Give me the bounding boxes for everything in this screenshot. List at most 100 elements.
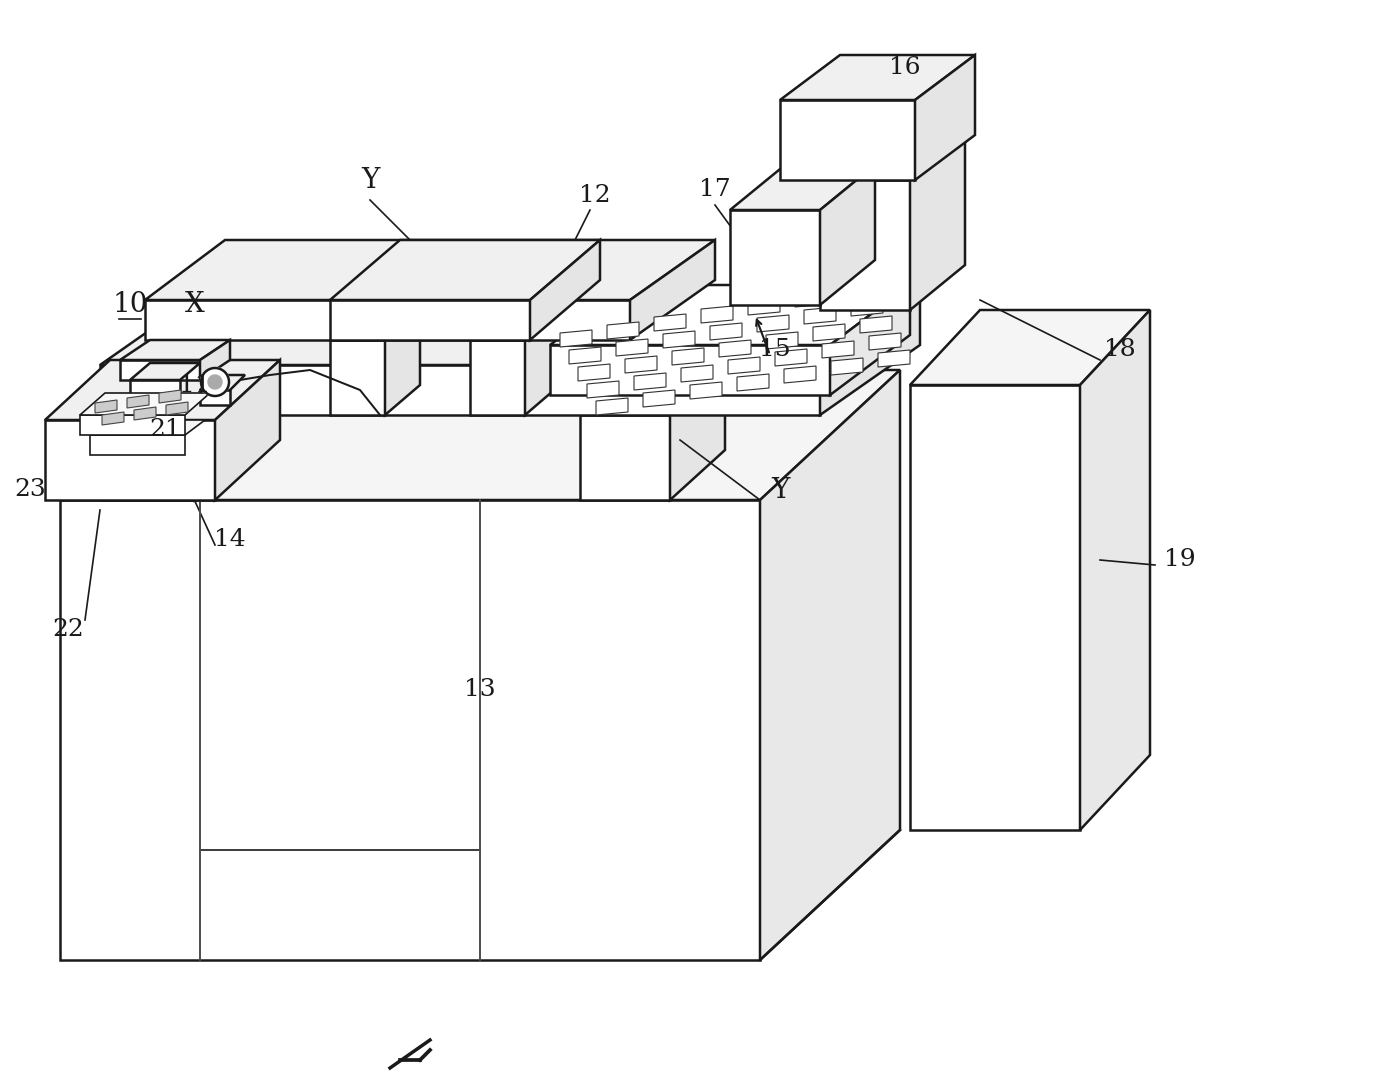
Polygon shape <box>910 384 1080 830</box>
Polygon shape <box>130 363 201 380</box>
Polygon shape <box>766 332 798 349</box>
Polygon shape <box>59 370 900 500</box>
Polygon shape <box>166 402 188 415</box>
Text: 10: 10 <box>112 292 148 319</box>
Polygon shape <box>631 240 715 340</box>
Polygon shape <box>761 370 900 960</box>
Polygon shape <box>774 349 808 366</box>
Polygon shape <box>80 415 185 435</box>
Polygon shape <box>90 435 185 454</box>
Polygon shape <box>842 282 874 299</box>
Polygon shape <box>331 340 384 415</box>
Text: 23: 23 <box>14 478 46 502</box>
Polygon shape <box>680 365 714 382</box>
Polygon shape <box>579 365 725 415</box>
Polygon shape <box>633 373 667 390</box>
Text: 12: 12 <box>579 183 611 207</box>
Polygon shape <box>820 180 910 310</box>
Polygon shape <box>145 240 715 300</box>
Polygon shape <box>878 350 910 367</box>
Polygon shape <box>201 375 245 390</box>
Polygon shape <box>90 420 205 435</box>
Polygon shape <box>550 345 830 395</box>
Polygon shape <box>737 374 769 391</box>
Polygon shape <box>214 360 279 500</box>
Polygon shape <box>784 366 816 383</box>
Polygon shape <box>100 365 250 415</box>
Text: 16: 16 <box>889 56 921 80</box>
Polygon shape <box>46 360 279 420</box>
Polygon shape <box>331 300 530 340</box>
Text: 15: 15 <box>759 338 791 362</box>
Polygon shape <box>625 356 657 373</box>
Polygon shape <box>916 55 975 180</box>
Polygon shape <box>579 415 669 500</box>
Polygon shape <box>820 165 875 305</box>
Polygon shape <box>804 307 835 324</box>
Polygon shape <box>530 240 600 340</box>
Text: Y: Y <box>770 476 790 504</box>
Polygon shape <box>831 358 863 375</box>
Polygon shape <box>59 500 761 960</box>
Polygon shape <box>586 381 620 398</box>
Polygon shape <box>100 365 820 415</box>
Polygon shape <box>910 135 965 310</box>
Polygon shape <box>470 340 526 415</box>
Polygon shape <box>560 330 592 347</box>
Polygon shape <box>830 285 910 395</box>
Polygon shape <box>709 323 743 340</box>
Polygon shape <box>159 390 181 403</box>
Polygon shape <box>80 393 210 415</box>
Polygon shape <box>727 356 761 374</box>
Circle shape <box>201 368 230 396</box>
Polygon shape <box>780 55 975 100</box>
Text: 18: 18 <box>1104 338 1135 362</box>
Text: Y: Y <box>361 167 379 194</box>
Text: 13: 13 <box>465 679 496 701</box>
Polygon shape <box>730 165 875 210</box>
Polygon shape <box>130 380 180 395</box>
Polygon shape <box>719 340 751 356</box>
Polygon shape <box>331 240 600 300</box>
Polygon shape <box>578 364 610 381</box>
Polygon shape <box>120 360 201 380</box>
Polygon shape <box>730 210 820 305</box>
Polygon shape <box>127 395 149 408</box>
Polygon shape <box>820 135 965 180</box>
Polygon shape <box>669 365 725 500</box>
Polygon shape <box>780 100 916 180</box>
Text: 22: 22 <box>53 618 84 642</box>
Polygon shape <box>201 340 230 380</box>
Polygon shape <box>822 341 853 358</box>
Polygon shape <box>672 348 704 365</box>
Text: X: X <box>185 292 205 319</box>
Polygon shape <box>869 333 900 350</box>
Polygon shape <box>748 298 780 314</box>
Polygon shape <box>550 285 910 345</box>
Polygon shape <box>95 400 118 412</box>
Circle shape <box>207 375 223 389</box>
Polygon shape <box>384 310 420 415</box>
Text: 14: 14 <box>214 529 246 551</box>
Polygon shape <box>690 382 722 398</box>
Polygon shape <box>851 299 882 316</box>
Polygon shape <box>100 415 195 500</box>
Polygon shape <box>145 300 631 340</box>
Text: 19: 19 <box>1164 548 1196 572</box>
Polygon shape <box>120 340 230 360</box>
Polygon shape <box>643 390 675 407</box>
Polygon shape <box>662 331 696 348</box>
Text: 17: 17 <box>700 179 730 201</box>
Polygon shape <box>596 398 628 415</box>
Polygon shape <box>910 310 1151 384</box>
Polygon shape <box>1080 310 1151 830</box>
Polygon shape <box>102 412 124 425</box>
Polygon shape <box>813 324 845 341</box>
Polygon shape <box>607 322 639 339</box>
Polygon shape <box>701 306 733 323</box>
Polygon shape <box>860 316 892 333</box>
Text: 21: 21 <box>149 419 181 442</box>
Polygon shape <box>615 339 649 356</box>
Polygon shape <box>526 310 560 415</box>
Polygon shape <box>100 295 920 365</box>
